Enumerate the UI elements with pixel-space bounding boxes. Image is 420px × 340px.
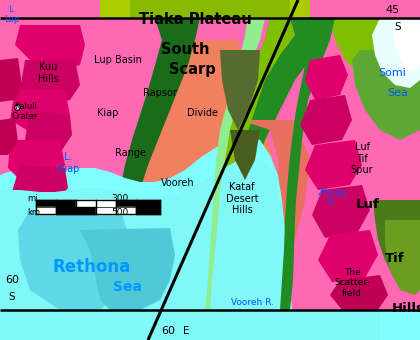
Text: S: S bbox=[9, 292, 15, 302]
Text: Range: Range bbox=[115, 148, 145, 158]
Polygon shape bbox=[0, 18, 162, 310]
Polygon shape bbox=[20, 60, 80, 105]
Polygon shape bbox=[80, 228, 175, 310]
Polygon shape bbox=[352, 50, 420, 140]
Polygon shape bbox=[8, 140, 65, 185]
Text: Sea: Sea bbox=[388, 88, 408, 98]
Polygon shape bbox=[312, 185, 370, 238]
Text: 500: 500 bbox=[111, 208, 129, 217]
Text: E: E bbox=[183, 326, 189, 336]
Text: Vooreh R.: Vooreh R. bbox=[231, 298, 273, 307]
Polygon shape bbox=[15, 25, 85, 70]
Polygon shape bbox=[105, 18, 200, 310]
Text: Lup Basin: Lup Basin bbox=[94, 55, 142, 65]
Polygon shape bbox=[305, 140, 362, 190]
Text: Kiap: Kiap bbox=[97, 108, 119, 118]
Text: Tiaka Plateau: Tiaka Plateau bbox=[139, 12, 252, 27]
Polygon shape bbox=[205, 18, 265, 310]
Polygon shape bbox=[385, 220, 420, 295]
Polygon shape bbox=[130, 0, 290, 18]
Text: Zhuag
R.: Zhuag R. bbox=[318, 188, 346, 207]
Text: Hills: Hills bbox=[391, 302, 420, 315]
Polygon shape bbox=[0, 0, 100, 18]
Text: Sea: Sea bbox=[113, 280, 142, 294]
Text: Kaluli
Crater: Kaluli Crater bbox=[12, 102, 39, 121]
Polygon shape bbox=[240, 120, 310, 310]
Polygon shape bbox=[0, 158, 380, 340]
Text: km: km bbox=[27, 208, 40, 217]
Polygon shape bbox=[0, 135, 420, 340]
Text: Rethona: Rethona bbox=[53, 258, 131, 276]
Polygon shape bbox=[392, 18, 420, 72]
Polygon shape bbox=[373, 200, 420, 285]
Polygon shape bbox=[0, 118, 18, 155]
Text: Kataf
Desert
Hills: Kataf Desert Hills bbox=[226, 182, 258, 215]
Text: Luf
Tif
Spur: Luf Tif Spur bbox=[351, 142, 373, 175]
Text: South: South bbox=[161, 42, 209, 57]
Polygon shape bbox=[310, 0, 420, 18]
Polygon shape bbox=[25, 110, 72, 155]
Text: Scarp: Scarp bbox=[168, 62, 215, 77]
Polygon shape bbox=[290, 150, 350, 310]
Text: Kuu
Hills: Kuu Hills bbox=[38, 62, 58, 84]
Text: Somi: Somi bbox=[378, 68, 406, 78]
Polygon shape bbox=[300, 95, 352, 145]
Polygon shape bbox=[12, 165, 68, 208]
Polygon shape bbox=[10, 90, 70, 135]
Polygon shape bbox=[330, 18, 420, 90]
Polygon shape bbox=[0, 0, 420, 18]
Text: 45: 45 bbox=[386, 5, 400, 15]
Polygon shape bbox=[220, 50, 260, 130]
Polygon shape bbox=[330, 275, 388, 310]
Text: 300: 300 bbox=[111, 194, 129, 203]
Polygon shape bbox=[280, 18, 335, 310]
Text: L.
Lup: L. Lup bbox=[4, 5, 19, 24]
Polygon shape bbox=[318, 230, 378, 282]
Polygon shape bbox=[200, 18, 295, 310]
Text: Luf: Luf bbox=[356, 198, 380, 211]
Polygon shape bbox=[230, 130, 260, 180]
Text: Rapsor: Rapsor bbox=[143, 88, 177, 98]
Text: L.
Kiap: L. Kiap bbox=[58, 152, 79, 174]
Text: The
Scatter-
field: The Scatter- field bbox=[334, 268, 370, 298]
Polygon shape bbox=[278, 18, 420, 310]
Text: 60: 60 bbox=[161, 326, 175, 336]
Polygon shape bbox=[155, 18, 320, 310]
Polygon shape bbox=[0, 58, 22, 102]
Text: Tif: Tif bbox=[385, 252, 405, 265]
Text: Divide: Divide bbox=[186, 108, 218, 118]
Text: 60: 60 bbox=[5, 275, 19, 285]
Polygon shape bbox=[18, 208, 130, 310]
Text: mi: mi bbox=[27, 194, 37, 203]
Text: S: S bbox=[395, 22, 402, 32]
Polygon shape bbox=[305, 55, 348, 100]
Polygon shape bbox=[372, 18, 420, 88]
Polygon shape bbox=[100, 0, 310, 18]
Polygon shape bbox=[105, 40, 292, 310]
Text: Vooreh: Vooreh bbox=[161, 178, 195, 188]
